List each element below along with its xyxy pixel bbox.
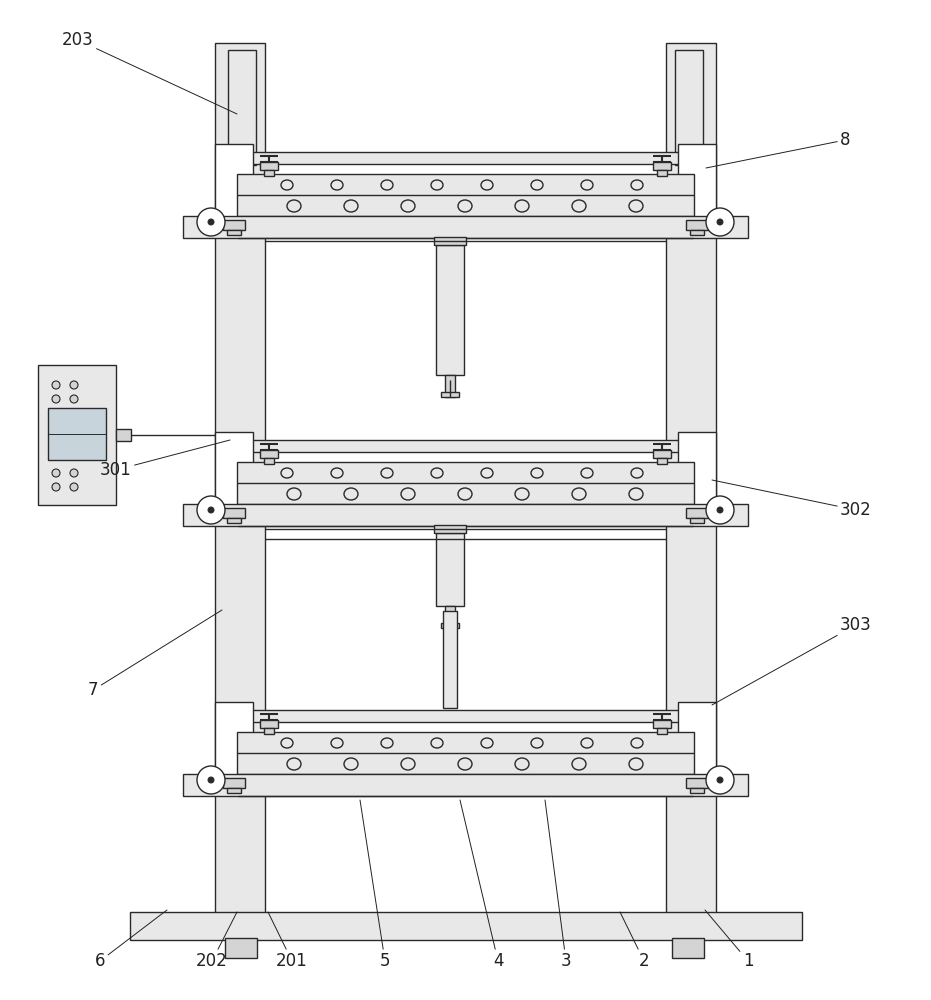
Bar xyxy=(434,237,466,245)
Bar xyxy=(223,778,245,788)
Bar xyxy=(227,788,241,793)
Circle shape xyxy=(717,507,723,513)
Bar xyxy=(672,938,704,958)
Bar xyxy=(434,525,466,533)
Text: 2: 2 xyxy=(620,912,649,970)
Bar xyxy=(215,43,265,913)
Bar xyxy=(264,170,274,176)
Bar xyxy=(441,623,459,628)
Bar xyxy=(678,432,716,510)
Bar xyxy=(183,774,748,796)
Bar xyxy=(445,375,455,397)
Bar xyxy=(225,938,257,958)
Bar xyxy=(264,458,274,464)
Bar xyxy=(223,220,245,230)
Text: 1: 1 xyxy=(705,910,753,970)
Bar xyxy=(215,144,253,222)
Bar xyxy=(686,220,708,230)
Circle shape xyxy=(52,395,60,403)
Circle shape xyxy=(717,219,723,225)
Text: 6: 6 xyxy=(95,910,167,970)
Bar xyxy=(436,533,464,606)
Text: 303: 303 xyxy=(712,616,871,705)
Bar xyxy=(690,788,704,793)
Bar xyxy=(686,508,708,518)
Text: 4: 4 xyxy=(460,800,504,970)
Bar xyxy=(445,606,455,628)
Circle shape xyxy=(197,496,225,524)
Bar xyxy=(686,778,708,788)
Bar xyxy=(436,245,464,375)
Bar xyxy=(238,152,693,164)
Bar xyxy=(227,230,241,235)
Text: 301: 301 xyxy=(100,440,230,479)
Bar xyxy=(443,611,457,708)
Text: 3: 3 xyxy=(545,800,572,970)
Bar xyxy=(223,508,245,518)
Circle shape xyxy=(717,777,723,783)
Bar xyxy=(228,50,256,165)
Bar xyxy=(675,50,703,165)
Text: 302: 302 xyxy=(712,480,871,519)
Circle shape xyxy=(70,483,78,491)
Text: 5: 5 xyxy=(360,800,390,970)
Bar xyxy=(238,440,693,452)
Bar xyxy=(183,504,748,526)
Bar xyxy=(657,170,667,176)
Bar xyxy=(653,162,671,170)
Bar xyxy=(116,429,131,441)
Bar xyxy=(653,720,671,728)
Text: 7: 7 xyxy=(88,610,222,699)
Bar xyxy=(678,144,716,222)
Circle shape xyxy=(70,395,78,403)
Text: 8: 8 xyxy=(706,131,851,168)
Circle shape xyxy=(706,766,734,794)
Bar xyxy=(238,710,693,722)
Circle shape xyxy=(52,381,60,389)
Bar xyxy=(237,174,694,216)
Bar xyxy=(653,450,671,458)
Circle shape xyxy=(70,469,78,477)
Bar xyxy=(48,408,106,460)
Circle shape xyxy=(208,777,214,783)
Circle shape xyxy=(706,208,734,236)
Bar xyxy=(260,450,278,458)
Bar xyxy=(264,728,274,734)
Bar xyxy=(130,912,802,940)
Text: 203: 203 xyxy=(62,31,237,114)
Bar xyxy=(657,458,667,464)
Bar xyxy=(237,732,694,774)
Circle shape xyxy=(52,483,60,491)
Bar xyxy=(260,720,278,728)
Bar xyxy=(215,702,253,780)
Text: 202: 202 xyxy=(196,912,237,970)
Circle shape xyxy=(52,469,60,477)
Bar xyxy=(690,230,704,235)
Bar xyxy=(183,216,748,238)
Bar xyxy=(260,162,278,170)
Bar xyxy=(441,392,459,397)
Bar xyxy=(227,518,241,523)
Circle shape xyxy=(706,496,734,524)
Text: 201: 201 xyxy=(268,912,308,970)
Bar xyxy=(38,365,116,505)
Bar xyxy=(678,702,716,780)
Bar xyxy=(237,462,694,504)
Bar xyxy=(690,518,704,523)
Circle shape xyxy=(208,507,214,513)
Bar xyxy=(666,43,716,913)
Circle shape xyxy=(197,766,225,794)
Bar xyxy=(215,432,253,510)
Bar xyxy=(657,728,667,734)
Circle shape xyxy=(70,381,78,389)
Circle shape xyxy=(197,208,225,236)
Circle shape xyxy=(208,219,214,225)
